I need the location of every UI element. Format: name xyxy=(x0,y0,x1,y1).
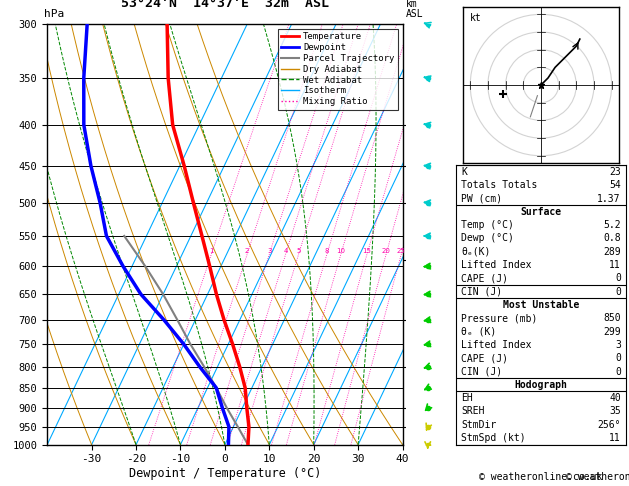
Text: θₑ (K): θₑ (K) xyxy=(461,327,496,337)
Text: 2: 2 xyxy=(245,248,249,255)
Text: 11: 11 xyxy=(609,433,621,443)
Text: 11: 11 xyxy=(609,260,621,270)
Text: StmSpd (kt): StmSpd (kt) xyxy=(461,433,526,443)
Text: Most Unstable: Most Unstable xyxy=(503,300,579,310)
Text: 8: 8 xyxy=(325,248,329,255)
Text: 0.8: 0.8 xyxy=(603,233,621,243)
Text: 0: 0 xyxy=(615,366,621,377)
Text: 5.2: 5.2 xyxy=(603,220,621,230)
Text: 35: 35 xyxy=(609,406,621,417)
Text: 0: 0 xyxy=(615,353,621,363)
Text: Hodograph: Hodograph xyxy=(515,380,567,390)
X-axis label: Dewpoint / Temperature (°C): Dewpoint / Temperature (°C) xyxy=(129,467,321,480)
Text: © weatheronline.co.uk: © weatheronline.co.uk xyxy=(479,472,603,482)
Text: 0: 0 xyxy=(615,273,621,283)
Text: 0: 0 xyxy=(615,287,621,296)
Text: K: K xyxy=(461,167,467,177)
Text: 10: 10 xyxy=(337,248,345,255)
Text: Totals Totals: Totals Totals xyxy=(461,180,538,190)
Text: 15: 15 xyxy=(362,248,371,255)
Text: 3: 3 xyxy=(615,340,621,350)
Text: CAPE (J): CAPE (J) xyxy=(461,353,508,363)
Text: 25: 25 xyxy=(397,248,406,255)
Text: 5: 5 xyxy=(296,248,301,255)
Text: θₑ(K): θₑ(K) xyxy=(461,247,491,257)
Text: CIN (J): CIN (J) xyxy=(461,287,502,296)
Text: Lifted Index: Lifted Index xyxy=(461,260,532,270)
Text: Lifted Index: Lifted Index xyxy=(461,340,532,350)
Text: 1: 1 xyxy=(209,248,213,255)
Text: 1.37: 1.37 xyxy=(598,193,621,204)
Text: Dewp (°C): Dewp (°C) xyxy=(461,233,514,243)
Text: StmDir: StmDir xyxy=(461,420,496,430)
Text: 850: 850 xyxy=(603,313,621,323)
Text: 54: 54 xyxy=(609,180,621,190)
Text: SREH: SREH xyxy=(461,406,484,417)
Text: Temp (°C): Temp (°C) xyxy=(461,220,514,230)
Text: PW (cm): PW (cm) xyxy=(461,193,502,204)
Text: 256°: 256° xyxy=(598,420,621,430)
Text: Surface: Surface xyxy=(520,207,562,217)
Text: 40: 40 xyxy=(609,393,621,403)
Text: hPa: hPa xyxy=(44,9,64,19)
Text: © weatheronline.co.uk: © weatheronline.co.uk xyxy=(565,472,629,482)
Text: 20: 20 xyxy=(382,248,391,255)
Text: 3: 3 xyxy=(267,248,272,255)
Text: 53°24'N  14°37'E  32m  ASL: 53°24'N 14°37'E 32m ASL xyxy=(121,0,329,10)
Text: CAPE (J): CAPE (J) xyxy=(461,273,508,283)
Legend: Temperature, Dewpoint, Parcel Trajectory, Dry Adiabat, Wet Adiabat, Isotherm, Mi: Temperature, Dewpoint, Parcel Trajectory… xyxy=(278,29,398,110)
Text: kt: kt xyxy=(470,14,482,23)
Text: 4: 4 xyxy=(283,248,287,255)
Text: EH: EH xyxy=(461,393,473,403)
Text: 23: 23 xyxy=(609,167,621,177)
Text: 289: 289 xyxy=(603,247,621,257)
Text: Pressure (mb): Pressure (mb) xyxy=(461,313,538,323)
Y-axis label: Mixing Ratio (g/kg): Mixing Ratio (g/kg) xyxy=(437,179,447,290)
Text: 299: 299 xyxy=(603,327,621,337)
Text: km
ASL: km ASL xyxy=(406,0,423,19)
Text: CIN (J): CIN (J) xyxy=(461,366,502,377)
